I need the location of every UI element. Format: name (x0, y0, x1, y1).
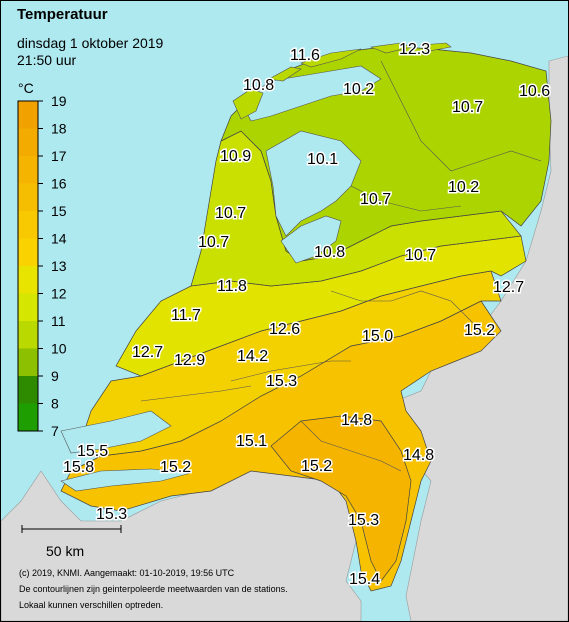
station-temperature-label: 14.8 (403, 447, 434, 464)
legend-color-band (18, 293, 38, 321)
contour-line (140, 385, 252, 402)
station-temperature-label: 15.3 (96, 506, 127, 523)
station-temperature-label: 10.2 (448, 179, 479, 196)
station-temperature-label: 10.7 (360, 191, 391, 208)
legend-tick-label: 14 (51, 231, 67, 247)
station-temperature-label: 12.7 (132, 344, 163, 361)
station-temperature-label: 10.7 (405, 247, 436, 264)
legend-color-band (18, 403, 38, 431)
legend-tick-label: 10 (51, 341, 67, 357)
map-time: 21:50 uur (17, 52, 77, 68)
contour-line (330, 290, 482, 332)
footer-note-local: Lokaal kunnen verschillen optreden. (19, 600, 164, 610)
legend-color-band (18, 101, 38, 129)
island-texel (232, 88, 264, 120)
station-temperature-label: 11.6 (290, 47, 320, 64)
legend-color-band (18, 348, 38, 376)
zeeland-water (60, 410, 172, 454)
contour-line (230, 360, 351, 382)
legend-tick-label: 11 (51, 313, 66, 329)
station-temperature-label: 10.7 (215, 205, 246, 222)
station-temperature-label: 10.7 (198, 234, 229, 251)
footer-copyright: (c) 2019, KNMI. Aangemaakt: 01-10-2019, … (19, 568, 235, 578)
legend-tick-label: 17 (51, 148, 67, 164)
station-temperature-label: 14.8 (341, 412, 372, 429)
station-temperature-label: 10.9 (220, 148, 251, 165)
legend-tick-label: 16 (51, 176, 67, 192)
legend-tick-label: 13 (51, 258, 67, 274)
station-values: 11.6 12.3 10.8 10.2 10.7 10.6 10.9 10.1 10.7 10.2… (62, 40, 552, 590)
station-temperature-label: 15.1 (236, 433, 267, 450)
legend-color-band (18, 266, 38, 294)
contour-line (380, 60, 542, 172)
station-temperature-label: 12.9 (174, 352, 205, 369)
station-temperature-label: 15.2 (464, 322, 495, 339)
station-temperature-label: 10.8 (314, 244, 345, 261)
zone-16 (270, 415, 412, 582)
station-temperature-label: 10.8 (243, 77, 274, 94)
legend-color-band (18, 376, 38, 404)
legend-color-band (18, 211, 38, 239)
legend-color-band (18, 321, 38, 349)
station-temperature-label: 15.0 (362, 328, 393, 345)
station-temperature-label: 15.3 (266, 373, 297, 390)
legend-tick-label: 7 (51, 423, 59, 439)
station-temperature-label: 11.8 (217, 278, 247, 295)
footer-note-interpolation: De contourlijnen zijn geinterpoleerde me… (19, 584, 288, 594)
legend-color-band (18, 128, 38, 156)
station-temperature-label: 10.2 (343, 81, 374, 98)
legend-unit: °C (18, 80, 34, 96)
station-temperature-label: 15.2 (301, 458, 332, 475)
station-temperature-label: 11.7 (171, 307, 201, 324)
station-temperature-label: 15.8 (63, 459, 94, 476)
legend-color-band (18, 238, 38, 266)
station-temperature-label: 15.3 (348, 512, 379, 529)
station-temperature-label: 10.1 (307, 151, 338, 168)
station-temperature-label: 14.2 (237, 348, 268, 365)
westerschelde (60, 468, 192, 492)
island-vlieland (268, 66, 302, 82)
contour-lines (140, 60, 542, 472)
station-temperature-label: 15.4 (349, 571, 380, 588)
legend-tick-label: 8 (51, 396, 59, 412)
contour-line (300, 420, 402, 472)
station-temperature-label: 12.3 (399, 41, 430, 58)
station-temperature-label: 10.7 (452, 99, 483, 116)
station-temperature-label: 15.2 (160, 459, 191, 476)
distance-scale-bar (21, 525, 122, 533)
wadden-islands (232, 42, 452, 120)
legend-scale: 19 18 17 16 15 14 13 12 11 10 9 8 7 (17, 93, 67, 439)
legend-tick-label: 18 (51, 121, 67, 137)
scale-bar-label: 50 km (46, 543, 85, 559)
island-schiermonnikoog (420, 42, 452, 52)
legend-tick-label: 9 (51, 368, 59, 384)
ijsselmeer (265, 130, 362, 237)
station-temperature-label: 10.6 (519, 83, 550, 100)
contour-line (350, 185, 462, 212)
station-temperature-label: 12.6 (269, 321, 300, 338)
wadden-sea (240, 65, 382, 122)
map-date: dinsdag 1 oktober 2019 (17, 35, 164, 51)
map-title: Temperatuur (17, 6, 108, 23)
legend-tick-label: 12 (51, 286, 67, 302)
station-temperature-label: 15.5 (77, 443, 108, 460)
legend-tick-label: 19 (51, 93, 67, 109)
inland-water (60, 65, 382, 492)
legend-tick-label: 15 (51, 203, 67, 219)
island-terschelling (300, 48, 362, 68)
markermeer (280, 215, 342, 264)
island-ameland (369, 42, 412, 54)
legend-color-band (18, 183, 38, 211)
station-temperature-label: 12.7 (493, 279, 524, 296)
legend-color-band (18, 156, 38, 184)
